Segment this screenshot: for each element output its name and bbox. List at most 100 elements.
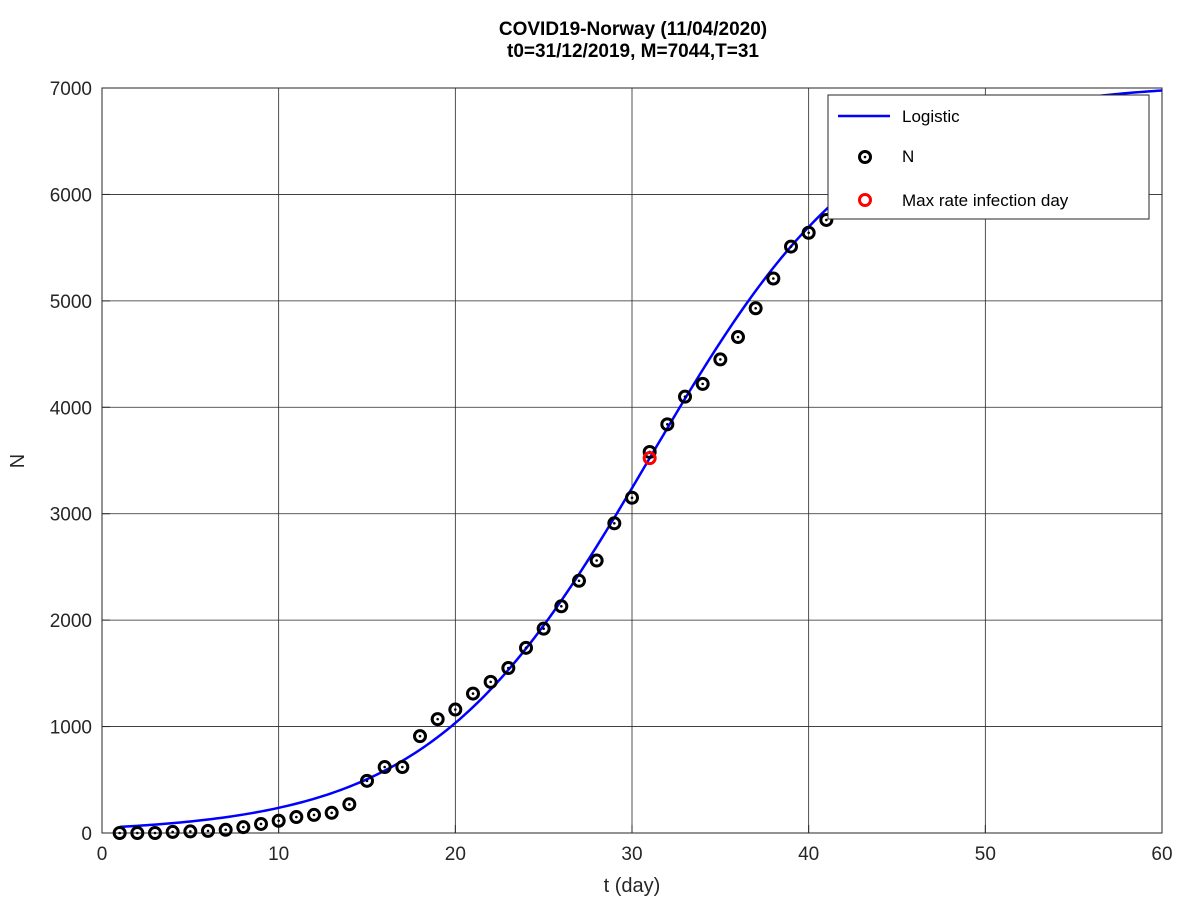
n-data-point-center bbox=[754, 307, 757, 310]
y-tick-label: 4000 bbox=[50, 398, 92, 419]
x-tick-label: 10 bbox=[268, 844, 289, 865]
n-data-point bbox=[430, 712, 445, 727]
n-data-point bbox=[625, 490, 639, 505]
n-data-point bbox=[713, 352, 728, 367]
n-data-point-center bbox=[206, 829, 210, 833]
n-data-point bbox=[519, 640, 533, 655]
n-data-point-center bbox=[295, 815, 298, 819]
n-data-point bbox=[201, 823, 215, 838]
n-data-point-center bbox=[807, 231, 810, 235]
legend-n-label: N bbox=[902, 147, 914, 166]
n-data-point bbox=[342, 797, 357, 812]
legend-n-swatch bbox=[858, 150, 872, 164]
legend-n-marker-ring bbox=[858, 150, 872, 164]
n-data-point-center bbox=[348, 802, 351, 806]
n-data-point bbox=[784, 239, 798, 254]
n-data-point-center bbox=[401, 765, 404, 769]
n-data-point-center bbox=[242, 825, 245, 829]
n-data-point-center bbox=[436, 717, 439, 721]
n-data-point-center bbox=[312, 813, 316, 817]
chart-title: COVID19-Norway (11/04/2020) bbox=[499, 19, 767, 40]
n-data-point bbox=[271, 813, 286, 828]
n-data-point-center bbox=[383, 765, 386, 769]
y-tick-label: 2000 bbox=[50, 611, 92, 632]
y-tick-label: 3000 bbox=[50, 505, 92, 526]
n-data-point-center bbox=[524, 646, 528, 650]
n-data-point bbox=[536, 621, 551, 636]
n-data-point bbox=[148, 826, 162, 840]
n-data-point bbox=[554, 599, 569, 614]
n-data-point-center bbox=[189, 830, 192, 833]
n-data-point-center bbox=[330, 811, 333, 815]
n-data-point bbox=[660, 417, 675, 432]
n-data-point bbox=[307, 807, 321, 822]
y-tick-label: 6000 bbox=[50, 185, 92, 206]
n-data-point bbox=[112, 826, 127, 840]
n-data-point bbox=[165, 824, 180, 839]
n-data-point bbox=[678, 389, 692, 404]
n-data-point bbox=[218, 822, 233, 837]
n-data-point bbox=[236, 820, 251, 835]
n-data-point bbox=[607, 516, 622, 531]
n-data-point bbox=[731, 330, 745, 345]
n-data-point-center bbox=[118, 831, 121, 835]
n-data-point bbox=[589, 553, 604, 568]
n-data-point bbox=[130, 826, 145, 840]
n-data-point-center bbox=[277, 819, 280, 823]
n-data-point bbox=[360, 773, 374, 788]
legend-max-rate-label: Max rate infection day bbox=[902, 191, 1069, 210]
n-data-point bbox=[395, 760, 410, 775]
n-data-point bbox=[466, 686, 480, 701]
n-data-point-center bbox=[224, 828, 227, 832]
n-data-point-center bbox=[719, 358, 722, 361]
legend-max-rate-swatch bbox=[858, 193, 872, 207]
n-data-point-center bbox=[365, 779, 369, 783]
n-data-point-center bbox=[171, 830, 174, 834]
y-tick-label: 1000 bbox=[50, 718, 92, 739]
n-data-point bbox=[254, 816, 268, 831]
x-tick-label: 20 bbox=[445, 844, 466, 865]
n-data-point bbox=[695, 376, 710, 391]
n-data-point bbox=[801, 225, 816, 240]
n-data-point bbox=[748, 301, 763, 316]
n-data-point-center bbox=[701, 382, 704, 386]
x-tick-label: 30 bbox=[621, 844, 642, 865]
n-data-point bbox=[413, 729, 427, 744]
n-data-point-center bbox=[825, 218, 828, 222]
y-tick-label: 7000 bbox=[50, 79, 92, 100]
n-data-point bbox=[183, 824, 198, 839]
n-data-point-center bbox=[136, 831, 139, 835]
n-data-point bbox=[324, 805, 339, 820]
n-data-point bbox=[642, 444, 657, 459]
y-tick-label: 5000 bbox=[50, 292, 92, 313]
n-data-point-center bbox=[507, 666, 510, 670]
n-data-point-center bbox=[577, 579, 581, 583]
n-data-point-center bbox=[613, 521, 616, 525]
x-tick-label: 60 bbox=[1151, 844, 1172, 865]
n-data-point-center bbox=[259, 822, 263, 826]
legend-n-marker-dot bbox=[863, 155, 867, 159]
y-axis-label: N bbox=[7, 454, 29, 468]
x-axis-label: t (day) bbox=[604, 875, 661, 897]
max-rate-point bbox=[642, 451, 657, 466]
legend-logistic-label: Logistic bbox=[902, 107, 960, 126]
n-data-point bbox=[377, 760, 392, 775]
n-data-point-center bbox=[789, 245, 793, 248]
x-tick-label: 40 bbox=[798, 844, 819, 865]
n-data-point bbox=[289, 810, 304, 825]
n-data-point bbox=[766, 271, 781, 286]
n-data-point-center bbox=[772, 277, 775, 280]
x-tick-label: 50 bbox=[975, 844, 996, 865]
n-data-point-center bbox=[666, 423, 669, 426]
n-data-point-center bbox=[560, 605, 563, 608]
n-data-point-center bbox=[153, 831, 157, 835]
n-data-point-center bbox=[489, 680, 492, 684]
y-tick-label: 0 bbox=[81, 824, 92, 845]
n-data-point-center bbox=[736, 335, 740, 339]
ticks: 0 10 20 30 40 50 60 0 1000 2000 3000 4000 5000 6000 70… bbox=[50, 79, 1173, 865]
n-data-point bbox=[483, 674, 498, 689]
n-data-point-center bbox=[418, 734, 422, 738]
n-data-point bbox=[448, 702, 463, 717]
n-data-point-center bbox=[454, 708, 457, 711]
